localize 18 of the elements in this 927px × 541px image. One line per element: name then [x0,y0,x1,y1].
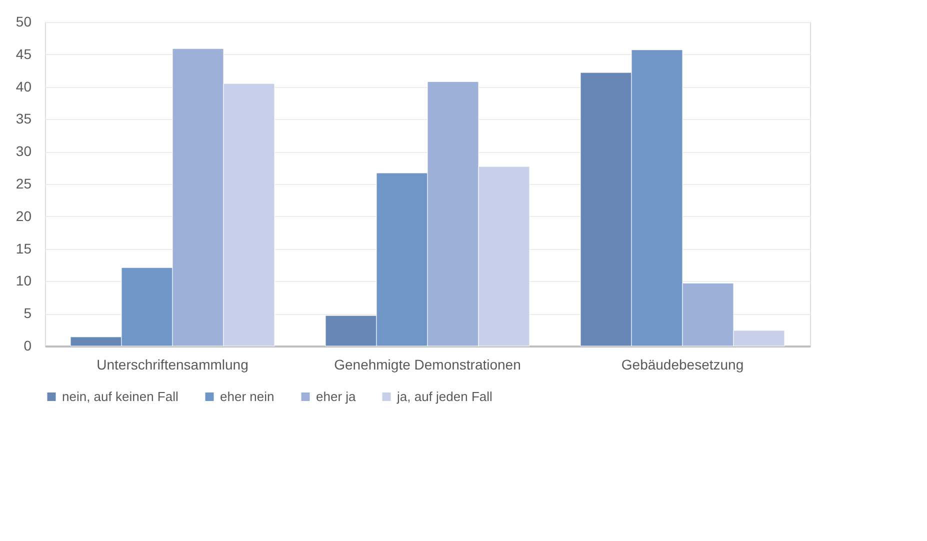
y-tick-label: 30 [16,143,32,160]
x-tick-label: Genehmigte Demonstrationen [334,356,521,372]
x-tick-label: Gebäudebesetzung [621,356,744,372]
y-tick-label: 10 [16,272,32,289]
y-tick-label: 20 [16,208,32,224]
y-tick-label: 40 [16,78,32,94]
legend-label: ja, auf jeden Fall [396,388,493,404]
y-tick-label: 0 [24,338,32,354]
y-tick-label: 25 [16,176,32,192]
y-tick-label: 35 [16,110,32,127]
legend-label: eher ja [316,388,357,404]
y-tick-label: 15 [16,240,32,256]
y-tick-label: 5 [24,305,32,322]
y-tick-label: 45 [16,46,32,62]
legend-label: eher nein [220,388,274,404]
y-tick-label: 50 [16,14,32,30]
legend-label: nein, auf keinen Fall [62,388,178,404]
x-tick-label: Unterschriftensammlung [96,356,248,372]
